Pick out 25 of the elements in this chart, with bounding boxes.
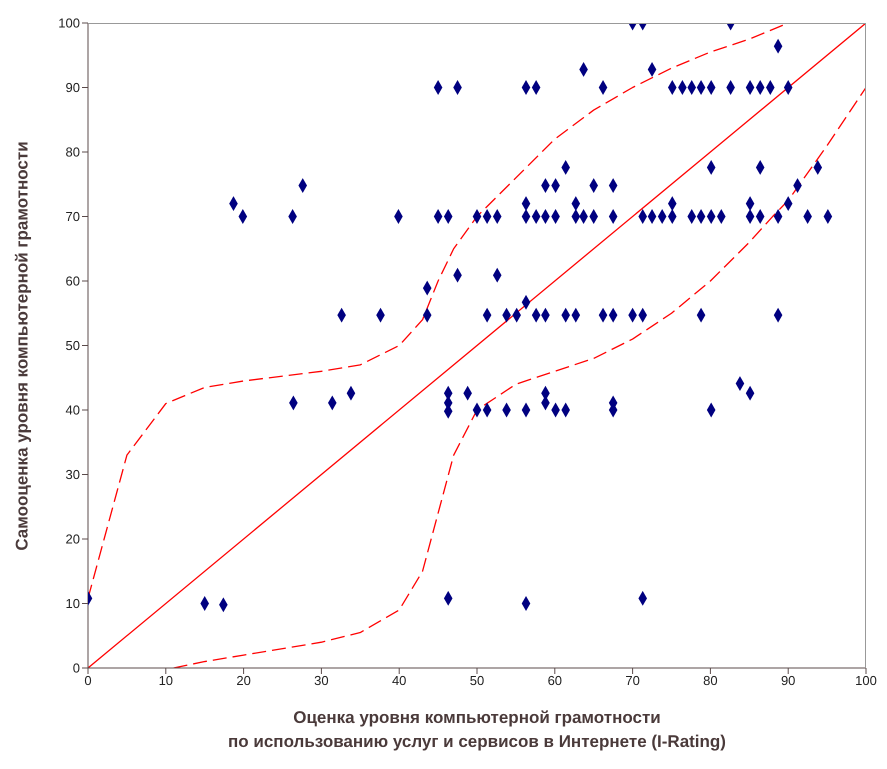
y-tick-label: 100 [58,16,80,31]
y-tick-label: 60 [66,274,80,289]
y-tick-label: 70 [66,209,80,224]
y-tick-label: 0 [72,660,80,676]
y-tick-label: 30 [66,467,80,482]
y-tick-label: 90 [66,80,80,96]
y-axis-title: Самооценка уровня компьютерной грамотности [12,140,32,552]
x-tick-label: 100 [855,673,877,688]
x-axis-title: Оценка уровня компьютерной грамотности по использованию услуг и сервисов в Интернете (I-Rating) [227,707,727,753]
y-tick-label: 50 [66,338,80,354]
y-tick-label: 80 [66,144,80,160]
y-tick-label: 10 [66,596,80,612]
x-tick-label: 90 [780,673,796,688]
y-tick-label: 40 [66,402,80,418]
line-series [172,86,866,668]
x-tick-label: 10 [158,673,174,688]
x-tick-label: 20 [236,673,251,688]
x-tick-label: 80 [703,673,718,688]
x-tick-label: 0 [84,673,92,688]
x-tick-label: 70 [625,673,640,688]
x-tick-label: 50 [470,673,484,688]
y-tick-label: 20 [66,532,80,547]
x-tick-label: 40 [392,673,406,688]
x-tick-label: 60 [548,673,562,688]
x-tick-label: 30 [314,673,329,688]
